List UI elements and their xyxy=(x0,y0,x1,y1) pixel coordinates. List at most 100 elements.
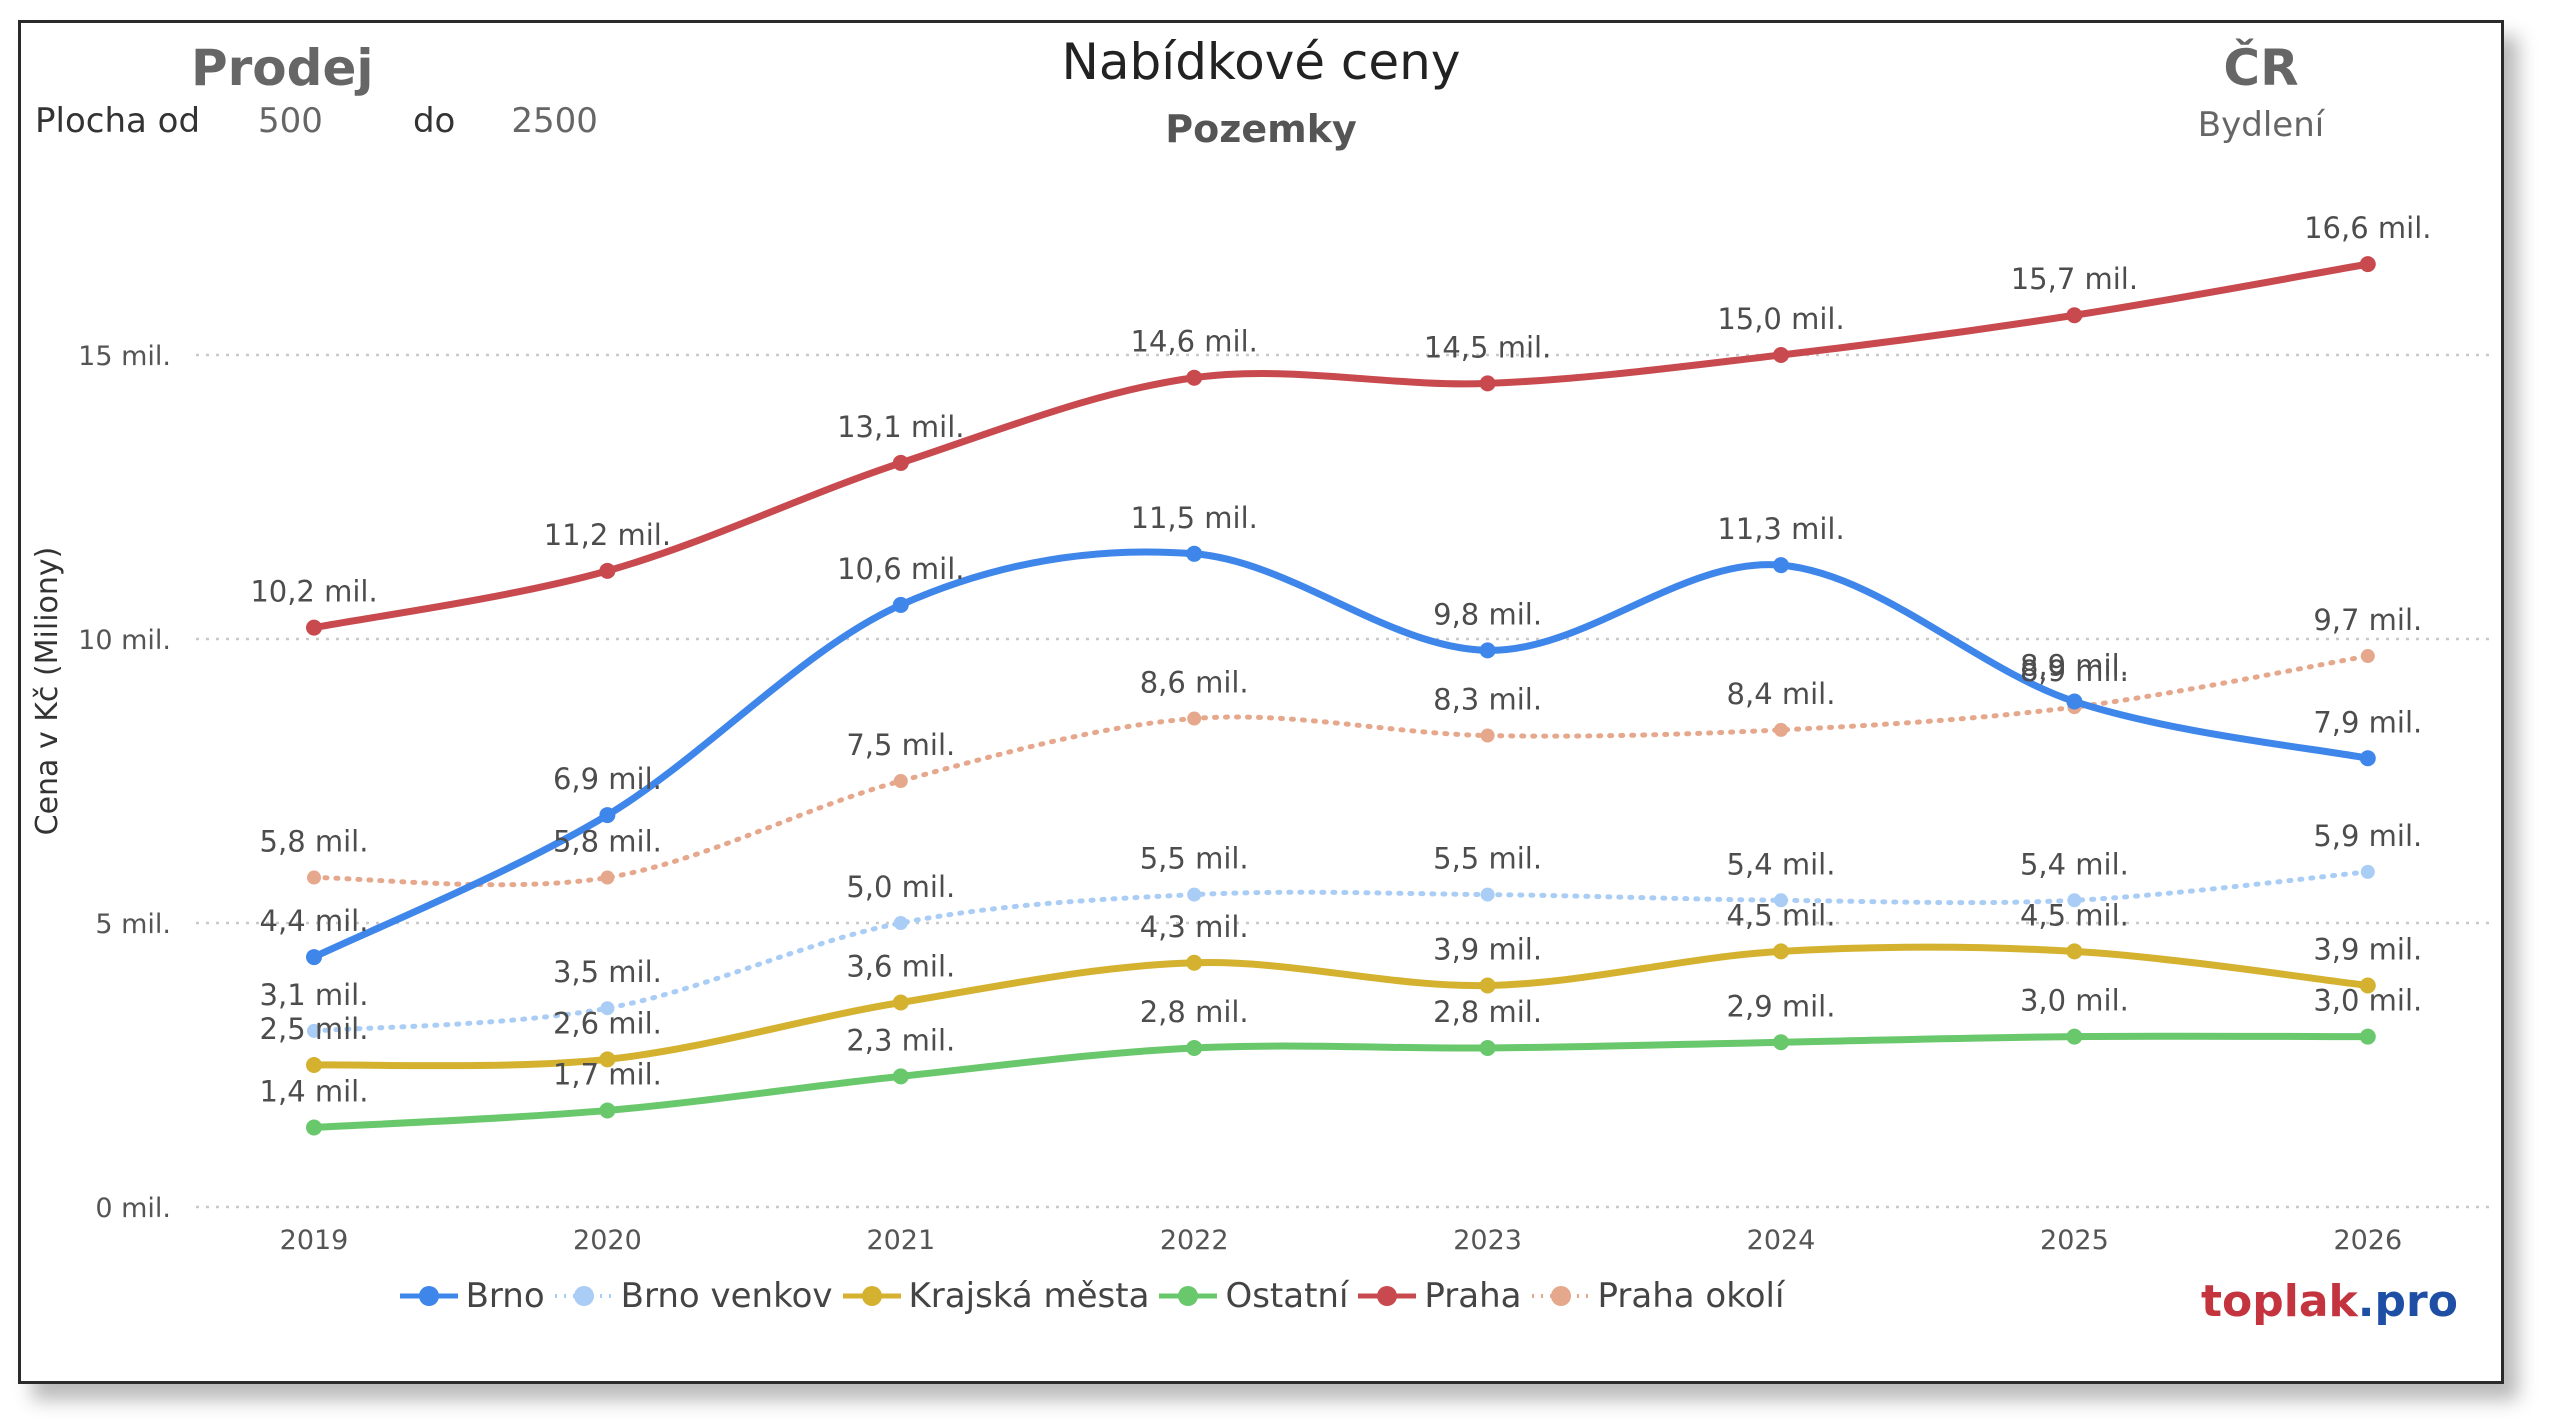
data-label-praha: 10,2 mil. xyxy=(250,575,377,609)
x-tick-label: 2019 xyxy=(280,1225,349,1256)
legend-swatch xyxy=(1531,1286,1590,1306)
x-tick-label: 2020 xyxy=(573,1225,642,1256)
data-point-brno xyxy=(1479,642,1496,659)
legend-swatch-marker xyxy=(573,1286,594,1306)
legend-swatch-marker xyxy=(1178,1286,1199,1306)
data-label-brno: 11,3 mil. xyxy=(1717,512,1844,546)
data-point-ostatní xyxy=(306,1119,322,1136)
data-label-ostatní: 3,0 mil. xyxy=(2313,984,2422,1018)
legend-label: Praha okolí xyxy=(1597,1276,1785,1316)
x-tick-label: 2023 xyxy=(1453,1225,1522,1256)
data-label-brno-venkov: 5,5 mil. xyxy=(1140,842,1249,876)
data-point-brno xyxy=(892,596,909,613)
data-point-praha xyxy=(2359,256,2376,273)
data-point-ostatní xyxy=(2359,1028,2376,1045)
data-label-krajská-města: 4,5 mil. xyxy=(2020,898,2129,932)
data-label-brno: 10,6 mil. xyxy=(837,552,964,586)
series-line-krajská-města xyxy=(310,943,2372,1070)
series-line-praha-okolí xyxy=(311,653,2371,888)
data-label-praha: 13,1 mil. xyxy=(837,410,964,444)
data-point-praha-okolí xyxy=(1187,711,1202,726)
legend-swatch-marker xyxy=(418,1286,439,1306)
data-point-praha-okolí xyxy=(1774,722,1788,737)
legend-item-brno[interactable]: Brno xyxy=(398,1276,545,1316)
data-point-praha xyxy=(306,619,322,636)
legend-item-praha[interactable]: Praha xyxy=(1356,1276,1522,1316)
y-tick-label: 10 mil. xyxy=(78,625,171,656)
area-filter: Plocha od 500 do 2500 xyxy=(35,101,598,141)
line-chart: 0 mil. 5 mil. 10 mil. 15 mil. Cena v Kč (Mil… xyxy=(30,211,2491,1256)
data-label-praha-okolí: 9,7 mil. xyxy=(2313,603,2422,637)
chart-card: Prodej Plocha od 500 do 2500 Nabídkové ceny… xyxy=(18,20,2504,1384)
series-line-ostatní xyxy=(310,1032,2372,1131)
data-label-ostatní: 2,8 mil. xyxy=(1433,995,1542,1029)
legend-swatch-marker xyxy=(1377,1286,1398,1306)
data-point-brno-venkov xyxy=(600,1001,615,1016)
data-label-praha-okolí: 8,9 mil. xyxy=(2020,654,2129,688)
y-axis-label: Cena v Kč (Miliony) xyxy=(30,547,65,836)
data-label-brno: 8,9 mil. xyxy=(2020,648,2129,682)
data-label-praha-okolí: 8,3 mil. xyxy=(1433,683,1542,717)
legend-item-praha-okolí[interactable]: Praha okolí xyxy=(1530,1276,1785,1316)
data-point-brno-venkov xyxy=(1774,893,1788,908)
data-label-praha: 14,6 mil. xyxy=(1131,325,1258,359)
data-label-praha: 15,7 mil. xyxy=(2011,262,2138,296)
x-tick-label: 2024 xyxy=(1747,1225,1816,1256)
legend-swatch xyxy=(842,1286,901,1306)
legend-item-ostatní[interactable]: Ostatní xyxy=(1157,1276,1348,1316)
data-label-praha-okolí: 5,8 mil. xyxy=(260,825,369,859)
data-label-ostatní: 2,8 mil. xyxy=(1140,995,1249,1029)
data-point-ostatní xyxy=(1773,1034,1789,1051)
chart-legend: Brno Brno venkov Krajská města Ostatní Praha… xyxy=(21,1276,2161,1316)
data-label-brno-venkov: 3,5 mil. xyxy=(553,955,662,989)
data-label-brno-venkov: 5,5 mil. xyxy=(1433,842,1542,876)
data-point-krajská-města xyxy=(2359,977,2376,994)
data-point-brno-venkov xyxy=(2067,893,2082,908)
brand-tld: .pro xyxy=(2357,1276,2458,1327)
area-from-value[interactable]: 500 xyxy=(258,101,323,141)
area-to-label: do xyxy=(412,101,456,141)
data-label-brno: 11,5 mil. xyxy=(1131,501,1258,535)
data-label-brno-venkov: 3,1 mil. xyxy=(260,978,369,1012)
transaction-type-label: Prodej xyxy=(191,39,374,97)
data-label-praha: 14,5 mil. xyxy=(1424,330,1551,364)
data-label-brno-venkov: 5,4 mil. xyxy=(1727,847,1836,881)
x-tick-label: 2021 xyxy=(866,1225,935,1256)
chart-subtitle: Pozemky xyxy=(1165,107,1357,151)
data-label-ostatní: 2,9 mil. xyxy=(1727,989,1836,1023)
series-line-brno xyxy=(310,548,2372,961)
data-point-praha-okolí xyxy=(600,870,615,885)
data-label-ostatní: 2,3 mil. xyxy=(846,1023,955,1057)
data-label-krajská-města: 2,6 mil. xyxy=(553,1006,662,1040)
legend-item-brno-venkov[interactable]: Brno venkov xyxy=(553,1276,833,1316)
data-point-ostatní xyxy=(599,1102,616,1119)
region-label: ČR xyxy=(2223,39,2299,97)
data-label-brno: 4,4 mil. xyxy=(260,904,369,938)
data-label-brno: 9,8 mil. xyxy=(1433,597,1542,631)
data-label-krajská-města: 3,6 mil. xyxy=(846,950,955,984)
area-to-value[interactable]: 2500 xyxy=(511,101,598,141)
data-point-ostatní xyxy=(892,1068,909,1085)
legend-label: Brno venkov xyxy=(620,1276,833,1316)
brand-name: toplak xyxy=(2201,1276,2358,1327)
chart-title: Nabídkové ceny xyxy=(1061,33,1461,91)
legend-item-krajská-města[interactable]: Krajská města xyxy=(841,1276,1150,1316)
data-label-praha-okolí: 5,8 mil. xyxy=(553,825,662,859)
data-point-krajská-města xyxy=(1773,943,1789,960)
data-label-brno-venkov: 5,0 mil. xyxy=(846,870,955,904)
series-line-praha xyxy=(310,260,2372,632)
data-point-ostatní xyxy=(2066,1028,2083,1045)
legend-label: Brno xyxy=(465,1276,545,1316)
data-point-praha xyxy=(599,562,616,579)
legend-swatch xyxy=(554,1286,613,1306)
x-tick-label: 2022 xyxy=(1160,1225,1229,1256)
legend-label: Krajská města xyxy=(908,1276,1150,1316)
legend-label: Ostatní xyxy=(1225,1276,1349,1316)
data-label-ostatní: 1,7 mil. xyxy=(553,1057,662,1091)
data-label-praha: 15,0 mil. xyxy=(1717,302,1844,336)
data-point-praha xyxy=(2066,307,2083,324)
data-label-ostatní: 3,0 mil. xyxy=(2020,984,2129,1018)
data-label-krajská-města: 2,5 mil. xyxy=(260,1012,369,1046)
data-point-brno xyxy=(1773,557,1789,574)
data-label-praha-okolí: 8,6 mil. xyxy=(1140,666,1249,700)
